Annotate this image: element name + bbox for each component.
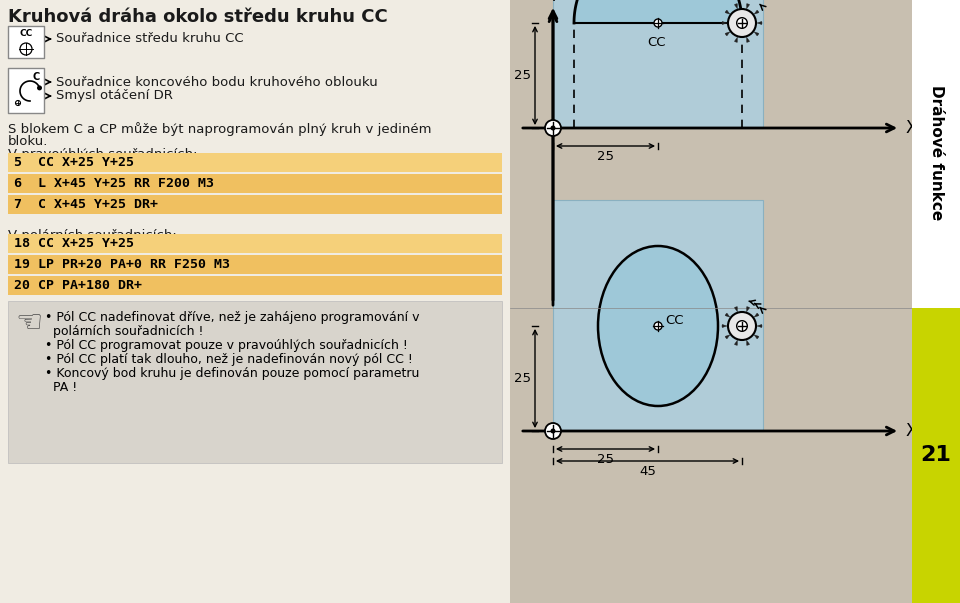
Text: 45: 45 [639,465,656,478]
Text: • Koncový bod kruhu je definován pouze pomocí parametru: • Koncový bod kruhu je definován pouze p… [45,367,420,380]
Text: 19 LP PR+20 PA+0 RR F250 M3: 19 LP PR+20 PA+0 RR F250 M3 [14,258,230,271]
Bar [8,234,502,253]
Circle shape [545,423,561,439]
Bar [8,68,44,113]
Text: 25: 25 [514,69,531,82]
Text: Souřadnice středu kruhu CC: Souřadnice středu kruhu CC [56,33,244,45]
Text: CC: CC [647,36,665,49]
Wedge shape [722,22,727,25]
Text: Souřadnice koncového bodu kruhového oblouku: Souřadnice koncového bodu kruhového oblo… [56,75,377,89]
Wedge shape [734,37,737,42]
Text: • Pól CC nadefinovat dříve, než je zahájeno programování v: • Pól CC nadefinovat dříve, než je zaháj… [45,311,420,324]
Circle shape [728,9,756,37]
Text: 18 CC X+25 Y+25: 18 CC X+25 Y+25 [14,237,134,250]
Text: • Pól CC programovat pouze v pravoúhlých souřadnicích !: • Pól CC programovat pouze v pravoúhlých… [45,339,408,352]
Bar [553,200,763,431]
Wedge shape [747,307,750,312]
Text: Dráhové funkce: Dráhové funkce [928,86,944,221]
Text: 21: 21 [921,445,951,465]
Bar [912,0,960,308]
Bar [553,0,763,128]
Bar [8,276,502,295]
Text: CC: CC [665,315,684,327]
Text: Smysl otáčení DR: Smysl otáčení DR [56,89,173,103]
Text: PA !: PA ! [45,381,77,394]
Wedge shape [725,313,730,317]
Text: 20 CP PA+180 DR+: 20 CP PA+180 DR+ [14,279,142,292]
Wedge shape [747,4,750,8]
Bar [8,255,502,274]
Wedge shape [734,340,737,346]
Circle shape [736,17,747,28]
Circle shape [37,86,42,90]
Text: R20: R20 [680,0,710,1]
Text: V pravoúhlých souřadnicích:: V pravoúhlých souřadnicích: [8,148,198,161]
Text: Kruhová dráha okolo středu kruhu CC: Kruhová dráha okolo středu kruhu CC [8,8,388,26]
Bar [8,195,502,214]
Text: Y: Y [548,0,558,5]
Ellipse shape [598,246,718,406]
Circle shape [20,43,32,55]
Wedge shape [757,22,762,25]
Text: X: X [906,119,918,137]
Bar [912,308,960,603]
Wedge shape [757,324,762,327]
Bar [8,301,502,463]
Wedge shape [747,37,750,42]
Circle shape [545,120,561,136]
Text: polárních souřadnicích !: polárních souřadnicích ! [45,325,204,338]
Text: • Pól CC platí tak dlouho, než je nadefinován nový pól CC !: • Pól CC platí tak dlouho, než je nadefi… [45,353,413,366]
Bar [8,174,502,193]
Wedge shape [722,324,727,327]
Text: 7  C X+45 Y+25 DR+: 7 C X+45 Y+25 DR+ [14,198,158,211]
Text: 25: 25 [514,372,531,385]
Circle shape [15,101,20,106]
Circle shape [654,19,662,27]
Text: ☜: ☜ [15,309,42,338]
Text: Y: Y [548,0,558,2]
Wedge shape [755,335,759,339]
Text: V polárních souřadnicích:: V polárních souřadnicích: [8,229,177,242]
Wedge shape [747,340,750,346]
Text: C: C [33,72,39,82]
Wedge shape [755,313,759,317]
Circle shape [728,312,756,340]
Text: X: X [906,422,918,440]
Text: 25: 25 [597,453,614,466]
Wedge shape [734,307,737,312]
Bar [510,0,915,308]
Bar [510,308,915,603]
Wedge shape [725,32,730,36]
Circle shape [736,321,747,331]
Text: bloku.: bloku. [8,135,48,148]
Circle shape [550,429,556,434]
Wedge shape [734,4,737,8]
Wedge shape [755,32,759,36]
Bar [8,26,44,58]
Circle shape [654,322,662,330]
Text: CC: CC [19,30,33,39]
Wedge shape [725,10,730,14]
Text: 5  CC X+25 Y+25: 5 CC X+25 Y+25 [14,156,134,169]
Circle shape [550,125,556,130]
Text: 25: 25 [597,150,614,163]
Bar [8,153,502,172]
Text: 6  L X+45 Y+25 RR F200 M3: 6 L X+45 Y+25 RR F200 M3 [14,177,214,190]
Wedge shape [725,335,730,339]
Polygon shape [574,0,742,23]
Wedge shape [755,10,759,14]
Text: S blokem C a CP může být naprogramován plný kruh v jediném: S blokem C a CP může být naprogramován p… [8,122,431,136]
